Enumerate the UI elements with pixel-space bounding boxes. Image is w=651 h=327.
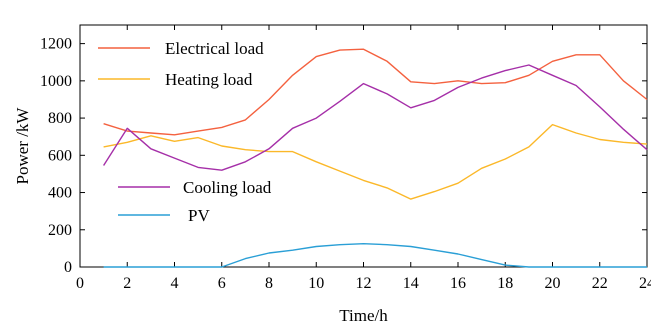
legend-label-heating-load: Heating load <box>165 70 253 89</box>
x-tick-label: 12 <box>356 275 372 292</box>
y-tick-label: 0 <box>64 259 72 276</box>
x-tick-label: 6 <box>218 275 226 292</box>
x-axis-title: Time/h <box>339 306 388 325</box>
x-tick-label: 8 <box>265 275 273 292</box>
x-tick-label: 22 <box>592 275 608 292</box>
plot-frame <box>79 24 648 268</box>
legend-label-electrical-load: Electrical load <box>165 39 264 58</box>
x-tick-label: 14 <box>403 275 419 292</box>
x-tick-label: 16 <box>450 275 466 292</box>
series-line-electrical-load <box>103 48 648 136</box>
x-tick-label: 2 <box>123 275 131 292</box>
x-tick-label: 18 <box>497 275 513 292</box>
x-tick-label: 24 <box>639 275 651 292</box>
x-tick-label: 10 <box>308 275 324 292</box>
y-tick-label: 1200 <box>40 36 72 53</box>
y-tick-label: 800 <box>48 110 72 127</box>
series-lines <box>103 48 648 268</box>
series-line-heating-load <box>103 123 648 200</box>
y-tick-label: 200 <box>48 222 72 239</box>
legend: Electrical load Heating load Cooling load P… <box>98 39 272 225</box>
x-tick-label: 20 <box>545 275 561 292</box>
x-tick-label: 0 <box>76 275 84 292</box>
series-line-pv <box>103 242 647 268</box>
legend-label-cooling-load: Cooling load <box>183 178 272 197</box>
legend-label-pv: PV <box>188 206 210 225</box>
y-tick-label: 1000 <box>40 73 72 90</box>
y-tick-label: 400 <box>48 185 72 202</box>
axes: 0 2 4 6 8 10 12 14 16 18 20 22 240200400600800100012… <box>40 24 651 292</box>
y-tick-label: 600 <box>48 147 72 164</box>
y-axis-title: Power /kW <box>13 107 32 185</box>
x-tick-label: 4 <box>171 275 179 292</box>
series-line-cooling-load <box>103 64 648 171</box>
